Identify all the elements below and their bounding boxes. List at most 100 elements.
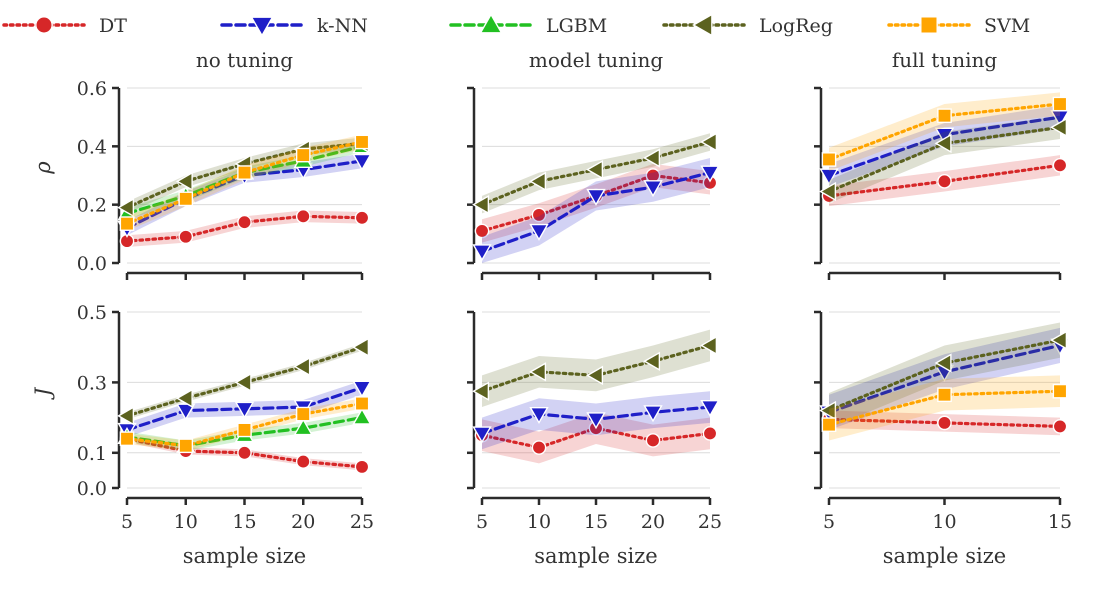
x-tick-label: 25 bbox=[350, 511, 374, 533]
data-point-dt bbox=[531, 207, 547, 223]
data-point-k-nn bbox=[352, 380, 372, 398]
panels: 0.0 0.2 0.4 0.6 no tuning ρ model tuning full t… bbox=[31, 48, 1072, 568]
panel-4: 0.0 0.1 0.3 0.5 5 10 15 20 25 sample size J bbox=[31, 302, 374, 568]
data-point-dt bbox=[474, 223, 490, 239]
legend-marker-k-nn bbox=[250, 16, 274, 37]
y-tick-label: 0.5 bbox=[77, 302, 107, 324]
y-tick-label: 0.0 bbox=[77, 478, 107, 500]
panel-6: 5 10 15 sample size bbox=[814, 310, 1072, 568]
data-point-logreg bbox=[934, 133, 952, 154]
data-point-dt bbox=[237, 445, 252, 461]
data-point-logreg bbox=[234, 372, 252, 393]
data-point-logreg bbox=[117, 406, 135, 426]
data-point-logreg bbox=[819, 181, 837, 202]
series-svm bbox=[119, 396, 370, 454]
data-point-lgbm bbox=[293, 418, 313, 436]
series-line-svm bbox=[125, 140, 364, 226]
data-point-k-nn bbox=[472, 426, 492, 444]
data-point-logreg bbox=[1050, 117, 1068, 138]
panel-2: model tuning bbox=[467, 48, 720, 280]
data-point-dt bbox=[178, 229, 194, 245]
x-tick-label: 20 bbox=[641, 511, 665, 533]
legend-marker-dt bbox=[35, 16, 53, 34]
data-point-logreg bbox=[819, 400, 837, 421]
data-point-svm bbox=[937, 108, 952, 124]
data-point-k-nn bbox=[176, 403, 196, 421]
series-svm bbox=[821, 375, 1068, 441]
data-point-k-nn bbox=[472, 244, 492, 262]
data-point-k-nn bbox=[529, 223, 549, 241]
y-tick-label: 0.4 bbox=[77, 136, 107, 158]
data-point-logreg bbox=[529, 171, 547, 192]
series-dt bbox=[119, 209, 370, 249]
legend-label-dt: DT bbox=[99, 15, 127, 37]
x-tick-label: 10 bbox=[527, 511, 551, 533]
data-point-logreg bbox=[586, 365, 604, 386]
data-point-dt bbox=[354, 210, 370, 226]
data-point-k-nn bbox=[529, 407, 549, 424]
y-tick-label: 0.2 bbox=[77, 195, 107, 217]
data-point-k-nn bbox=[234, 401, 255, 419]
y-tick-label: 0.3 bbox=[77, 372, 107, 394]
x-tick-label: 25 bbox=[698, 511, 722, 533]
data-point-dt bbox=[702, 426, 718, 441]
data-point-svm bbox=[1052, 96, 1068, 112]
panel-title: model tuning bbox=[529, 48, 663, 72]
data-point-dt bbox=[1052, 419, 1068, 434]
data-point-svm bbox=[295, 406, 311, 422]
legend-label-lgbm: LGBM bbox=[546, 15, 607, 37]
data-point-logreg bbox=[700, 132, 718, 152]
y-tick-label: 0.0 bbox=[77, 253, 107, 275]
data-point-dt bbox=[237, 214, 252, 230]
legend-label-logreg: LogReg bbox=[759, 15, 833, 37]
confidence-band-logreg bbox=[829, 322, 1060, 429]
data-point-dt bbox=[531, 440, 547, 455]
y-tick-label: 0.6 bbox=[77, 78, 107, 100]
data-point-logreg bbox=[586, 159, 604, 180]
data-point-svm bbox=[237, 165, 252, 180]
legend-marker-svm bbox=[920, 16, 938, 34]
legend-item-lgbm: LGBM bbox=[449, 13, 607, 37]
x-tick-label: 15 bbox=[232, 511, 256, 533]
data-point-logreg bbox=[643, 351, 661, 371]
series-logreg bbox=[117, 337, 370, 426]
data-point-svm bbox=[937, 387, 952, 403]
series-logreg bbox=[819, 115, 1068, 204]
data-point-k-nn bbox=[700, 165, 720, 183]
panel-5: 5 10 15 20 25 sample size bbox=[467, 310, 722, 568]
legend: DT k-NN LGBM LogReg SVM bbox=[2, 13, 1030, 37]
data-point-logreg bbox=[1050, 330, 1068, 350]
data-point-dt bbox=[295, 454, 311, 469]
series-dt bbox=[821, 155, 1068, 207]
data-point-svm bbox=[237, 422, 252, 438]
data-point-k-nn bbox=[586, 412, 606, 430]
data-point-dt bbox=[1052, 157, 1068, 173]
data-point-svm bbox=[821, 152, 837, 167]
confidence-band-svm bbox=[829, 92, 1060, 172]
x-axis-label: sample size bbox=[183, 544, 306, 568]
y-axis-label: ρ bbox=[31, 161, 55, 175]
series-logreg bbox=[472, 329, 718, 408]
x-tick-label: 15 bbox=[1048, 511, 1072, 533]
legend-item-svm: SVM bbox=[887, 15, 1030, 37]
data-point-dt bbox=[295, 209, 311, 224]
data-point-logreg bbox=[175, 388, 193, 408]
data-point-lgbm bbox=[352, 407, 372, 425]
data-point-svm bbox=[178, 438, 194, 454]
x-tick-label: 5 bbox=[121, 511, 133, 533]
data-point-svm bbox=[1052, 383, 1068, 399]
data-point-dt bbox=[937, 415, 952, 431]
series-logreg bbox=[472, 132, 718, 215]
data-point-k-nn bbox=[643, 180, 663, 198]
data-point-svm bbox=[295, 147, 311, 163]
legend-marker-lgbm bbox=[479, 13, 503, 34]
data-point-svm bbox=[354, 396, 370, 411]
legend-item-dt: DT bbox=[2, 15, 127, 37]
y-tick-label: 0.1 bbox=[77, 443, 107, 465]
data-point-svm bbox=[119, 431, 135, 447]
x-axis-label: sample size bbox=[534, 544, 657, 568]
series-k-nn bbox=[117, 380, 372, 440]
data-point-k-nn bbox=[819, 168, 839, 186]
data-point-svm bbox=[354, 134, 370, 150]
legend-item-k-nn: k-NN bbox=[220, 15, 368, 37]
